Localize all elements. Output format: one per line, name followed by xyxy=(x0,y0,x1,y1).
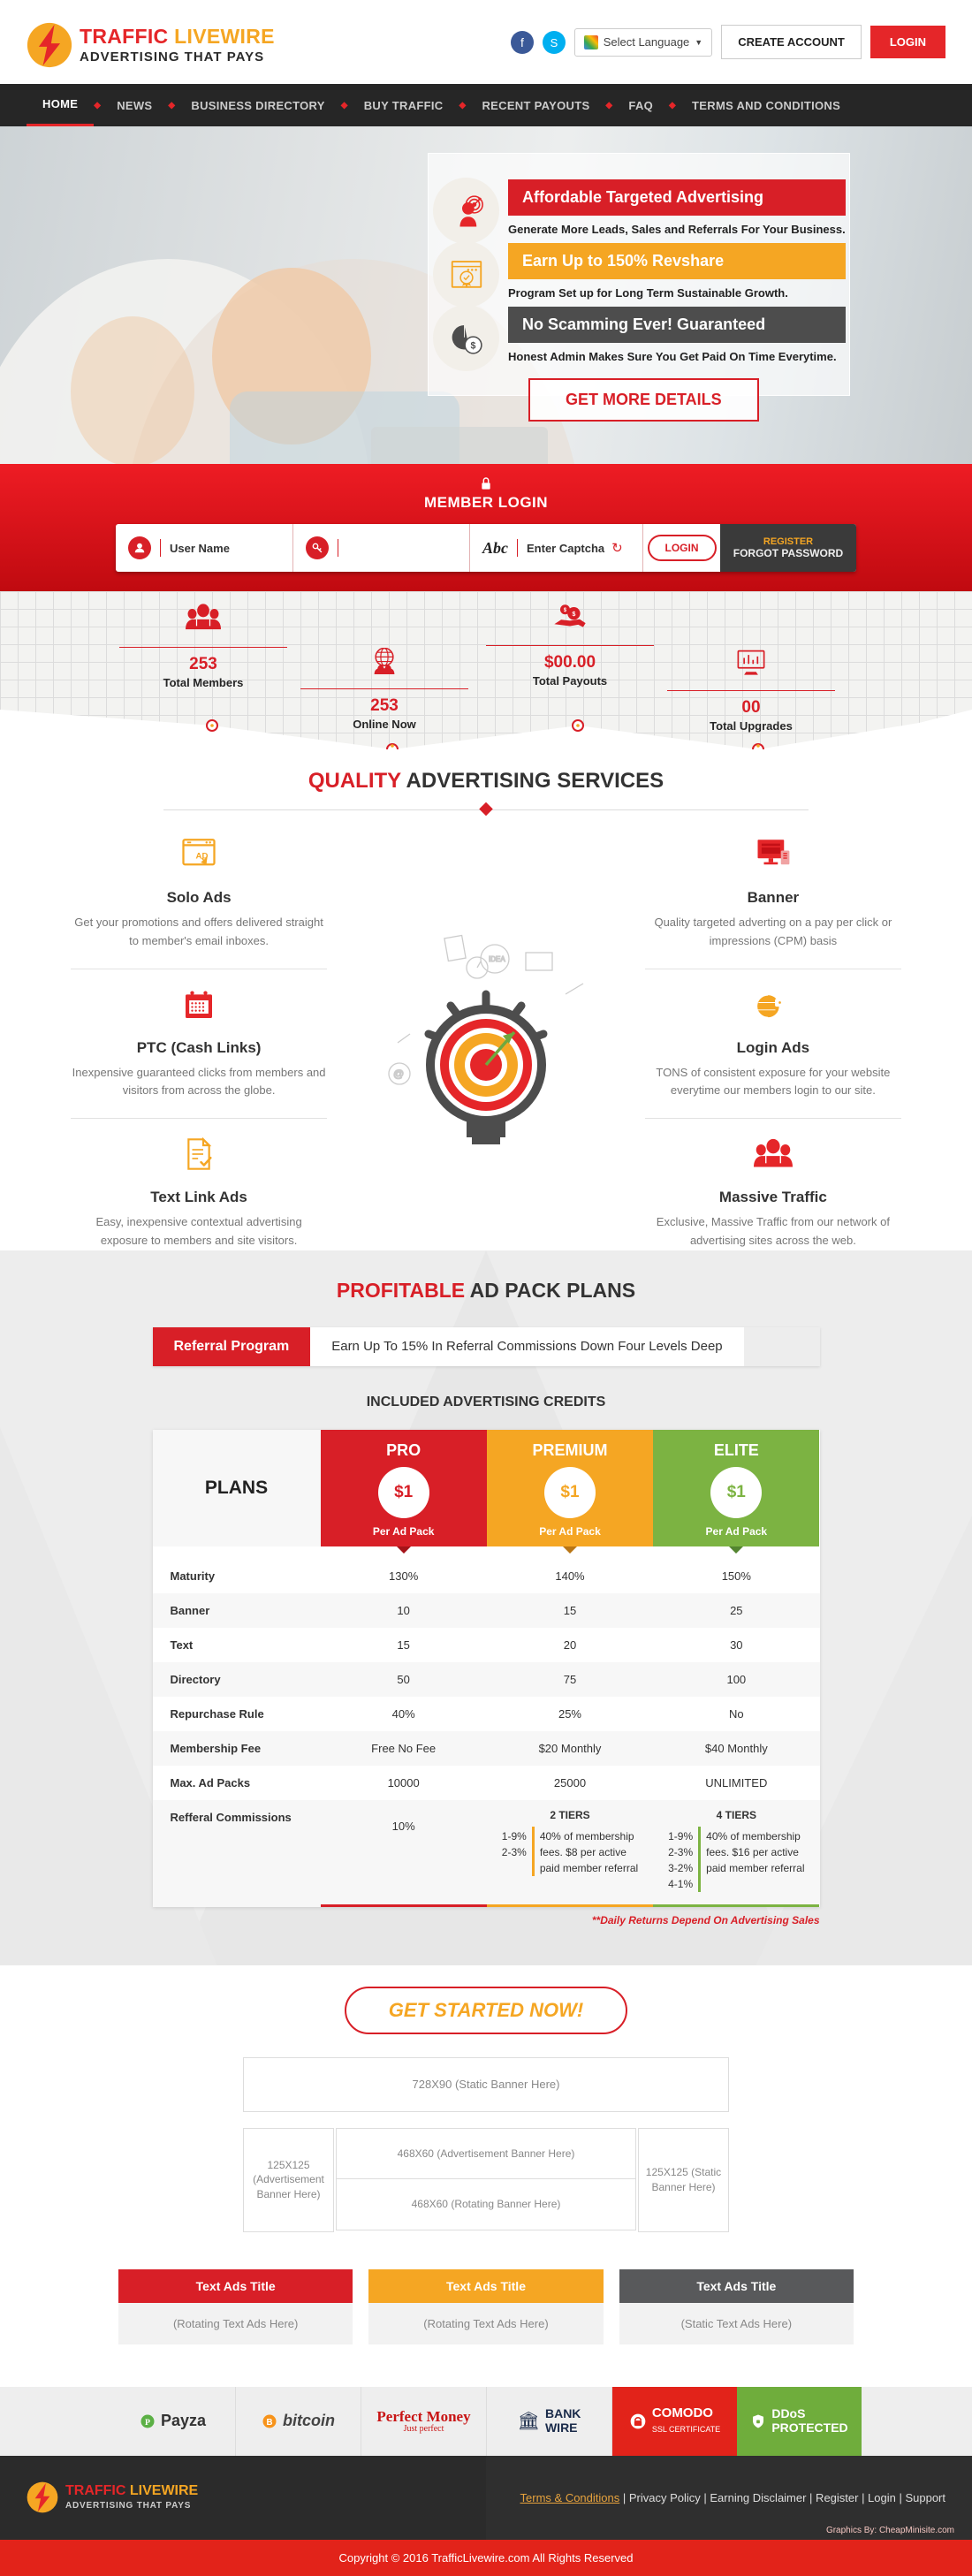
svg-text:IDEA: IDEA xyxy=(489,955,505,963)
svg-text:$: $ xyxy=(470,340,475,351)
svg-text:@: @ xyxy=(393,1068,404,1080)
svg-text:f: f xyxy=(520,35,524,49)
svg-text:S: S xyxy=(550,36,558,49)
svg-text:B: B xyxy=(266,2418,272,2428)
svg-text:P: P xyxy=(145,2418,150,2428)
svg-text:$: $ xyxy=(572,611,575,618)
